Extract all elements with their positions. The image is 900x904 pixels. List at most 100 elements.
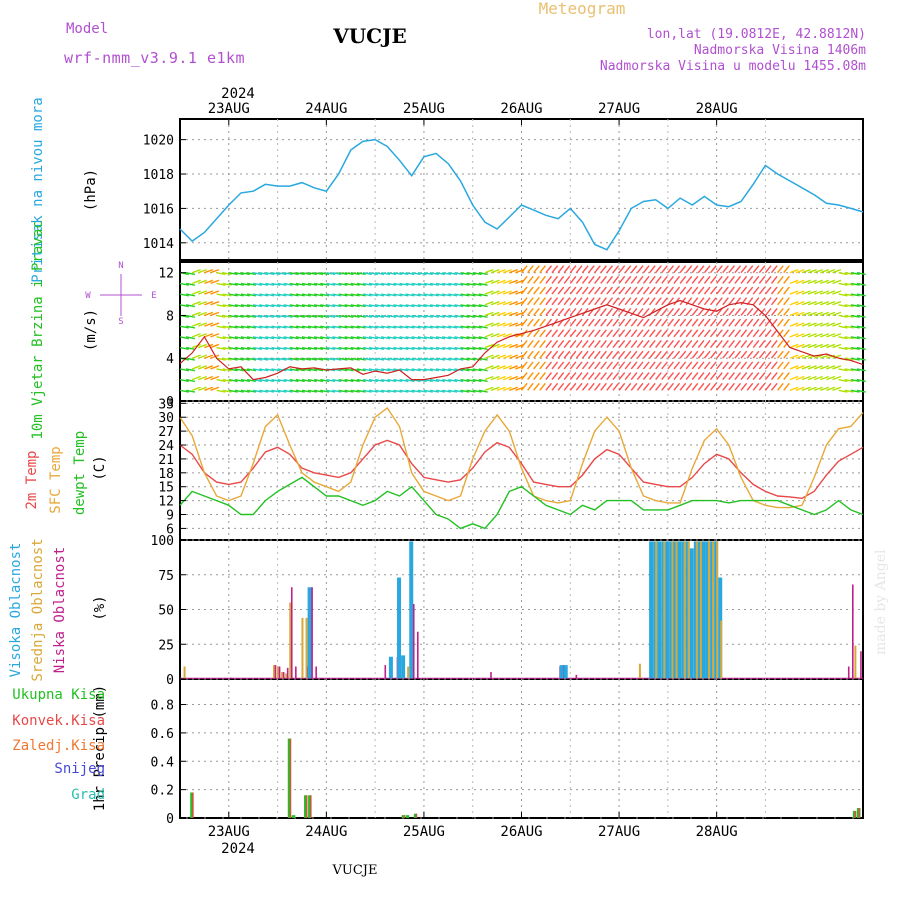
wind-arrow [679,382,687,391]
coords-text: lon,lat (19.0812E, 42.8812N) [647,27,866,42]
wind-arrow [588,297,595,306]
wind-arrow [515,386,525,391]
wind-arrow [332,389,342,393]
wind-arrow [581,340,589,348]
wind-arrow [850,282,860,286]
wind-arrow [307,325,318,329]
wind-arrow [411,336,421,340]
wind-arrow [191,343,201,349]
wind-arrow [478,389,488,393]
wind-arrow [259,272,269,276]
time-label-bottom: 23AUG [208,824,250,840]
wind-arrow [832,301,842,306]
wind-arrow [204,290,214,295]
wind-arrow [697,275,705,284]
wind-arrow [435,389,446,393]
station-title: VUCJE [332,24,407,48]
convective-rain-bar [415,813,417,818]
wind-arrow [856,325,866,329]
wind-arrow [685,361,693,370]
wind-arrow [673,340,681,348]
wind-arrow [198,322,207,327]
wind-arrow [326,304,336,308]
wind-arrow [667,318,674,327]
wind-arrow [709,318,717,327]
wind-arrow [764,265,772,274]
wind-arrow [716,286,723,295]
wind-arrow [362,304,372,308]
temp2m-label: 2m Temp [24,450,40,509]
wind-arrow [307,346,318,351]
wind-arrow [716,382,723,391]
wind-arrow [624,340,632,348]
wind-arrow [551,329,559,338]
wind-arrow [777,297,784,306]
wind-arrow [575,286,583,295]
wind-arrow [393,272,403,276]
high-cloud-bar [409,541,414,679]
wind-arrow [387,304,397,308]
wind-arrow [520,361,528,370]
precip-frame [179,678,864,819]
wind-arrow [594,275,601,284]
wind-arrow [575,340,583,348]
wind-arrow [722,307,729,316]
wind-arrow [253,293,263,297]
elevation-text: Nadmorska Visina 1406m [694,43,866,58]
wind-arrow [722,350,729,359]
wind-arrow [594,329,601,338]
wind-arrow [393,336,403,340]
wind-arrow [496,343,506,349]
wind-arrow [228,314,238,318]
wind-arrow [320,357,330,361]
wind-arrow [368,282,379,286]
wind-arrow [667,361,674,370]
model-name: wrf-nmm_v3.9.1 e1km [64,49,245,67]
wind-arrow [246,314,257,318]
wind-arrow [381,368,391,372]
time-label-bottom: 26AUG [500,824,542,840]
wind-arrow [600,329,607,338]
wind-arrow [423,346,433,351]
wind-arrow [770,361,778,370]
wind-arrow [362,336,372,340]
wind-arrow [813,290,823,295]
wind-arrow [502,343,512,349]
low-cloud-bar [274,665,277,679]
wind-arrow [807,279,817,285]
wind-arrow [295,368,305,372]
wind-arrow [838,282,848,286]
wind-arrow [448,378,458,383]
wind-arrow [442,346,452,351]
wind-arrow [783,286,790,295]
wind-arrow [649,361,656,370]
high-cloud-bar [665,541,670,679]
wind-arrow [490,365,500,370]
wind-arrow [636,340,644,348]
wind-arrow [216,368,226,372]
wind-arrow [179,346,189,351]
wind-arrow [362,314,372,318]
convective-rain-bar [191,792,194,818]
wind-arrow [673,307,681,316]
wind-arrow [198,375,207,381]
wind-arrow [539,329,546,338]
wind-arrow [545,286,553,295]
wind-arrow [783,372,790,381]
wind-arrow [673,329,681,338]
wind-arrow [691,372,699,381]
wind-arrow [551,307,559,316]
wind-arrow [277,346,287,351]
time-label-bottom: 24AUG [305,824,347,840]
wind-arrow [350,304,360,308]
pressure-frame [179,118,864,261]
wind-arrow [381,346,391,351]
wind-arrow [387,314,397,318]
wind-arrow [423,314,433,318]
wind-arrow [618,350,626,359]
wind-arrow [612,307,620,316]
wind-arrow [789,375,799,381]
wind-arrow [417,389,427,393]
wind-arrow [198,279,207,285]
wind-arrow [289,282,299,286]
